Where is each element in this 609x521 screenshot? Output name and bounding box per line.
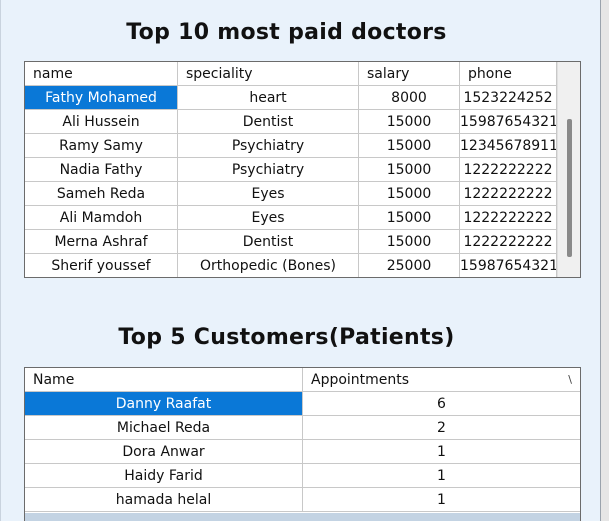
cell-salary[interactable]: 15000 — [359, 206, 460, 230]
cell-salary[interactable]: 15000 — [359, 230, 460, 254]
cell-salary[interactable]: 8000 — [359, 86, 460, 110]
cell-speciality[interactable]: Psychiatry — [178, 158, 359, 182]
cell-appointments[interactable]: 1 — [303, 488, 580, 512]
cell-phone[interactable]: 1222222222 — [460, 206, 557, 230]
cell-appointments[interactable]: 1 — [303, 464, 580, 488]
cell-speciality[interactable]: Eyes — [178, 206, 359, 230]
table-row[interactable]: Ramy Samy Psychiatry 15000 12345678911 — [25, 134, 557, 158]
cell-salary[interactable]: 15000 — [359, 182, 460, 206]
column-header-patient-name[interactable]: Name — [25, 368, 303, 392]
table-row[interactable]: Ali Mamdoh Eyes 15000 1222222222 — [25, 206, 557, 230]
patients-rows: Danny Raafat 6 Michael Reda 2 Dora Anwar 1 Hai… — [25, 392, 580, 512]
table-row[interactable]: Danny Raafat 6 — [25, 392, 580, 416]
table-row[interactable]: Sameh Reda Eyes 15000 1222222222 — [25, 182, 557, 206]
patients-table[interactable]: Name Appointments \ Danny Raafat 6 Michael… — [24, 367, 581, 521]
patients-title: Top 5 Customers(Patients) — [118, 325, 455, 350]
column-header-name[interactable]: name — [25, 62, 178, 86]
cell-salary[interactable]: 15000 — [359, 158, 460, 182]
column-header-speciality[interactable]: speciality — [178, 62, 359, 86]
column-header-appointments-label: Appointments — [311, 372, 410, 388]
cell-name[interactable]: Sameh Reda — [25, 182, 178, 206]
table-row[interactable]: Dora Anwar 1 — [25, 440, 580, 464]
cell-phone[interactable]: 15987654321 — [460, 110, 557, 134]
cell-name[interactable]: Fathy Mohamed — [25, 86, 178, 110]
cell-name[interactable]: Ali Mamdoh — [25, 206, 178, 230]
cell-speciality[interactable]: Orthopedic (Bones) — [178, 254, 359, 277]
window-left-edge — [0, 0, 1, 521]
doctors-vertical-scrollbar[interactable] — [557, 62, 580, 277]
cell-phone[interactable]: 1222222222 — [460, 182, 557, 206]
cell-name[interactable]: Ali Hussein — [25, 110, 178, 134]
cell-patient-name[interactable]: Haidy Farid — [25, 464, 303, 488]
cell-patient-name[interactable]: Michael Reda — [25, 416, 303, 440]
cell-speciality[interactable]: Dentist — [178, 110, 359, 134]
cell-phone[interactable]: 1222222222 — [460, 230, 557, 254]
column-header-phone[interactable]: phone — [460, 62, 557, 86]
cell-name[interactable]: Nadia Fathy — [25, 158, 178, 182]
cell-patient-name[interactable]: Danny Raafat — [25, 392, 303, 416]
patients-header-row: Name Appointments \ — [25, 368, 580, 392]
table-row[interactable]: Sherif youssef Orthopedic (Bones) 25000 159… — [25, 254, 557, 277]
sort-indicator-icon: \ — [568, 373, 572, 386]
doctors-table[interactable]: name speciality salary phone Fathy Moham… — [24, 61, 581, 278]
cell-name[interactable]: Merna Ashraf — [25, 230, 178, 254]
doctors-scrollbar-thumb[interactable] — [567, 119, 572, 257]
table-row[interactable]: Haidy Farid 1 — [25, 464, 580, 488]
cell-phone[interactable]: 12345678911 — [460, 134, 557, 158]
cell-salary[interactable]: 15000 — [359, 134, 460, 158]
cell-speciality[interactable]: Psychiatry — [178, 134, 359, 158]
window-right-border — [600, 0, 601, 521]
doctors-title: Top 10 most paid doctors — [126, 20, 447, 45]
patients-table-footer — [25, 513, 580, 521]
cell-name[interactable]: Sherif youssef — [25, 254, 178, 277]
cell-phone[interactable]: 1523224252 — [460, 86, 557, 110]
table-row[interactable]: Ali Hussein Dentist 15000 15987654321 — [25, 110, 557, 134]
cell-patient-name[interactable]: hamada helal — [25, 488, 303, 512]
doctors-header-row: name speciality salary phone — [25, 62, 557, 86]
table-row[interactable]: Nadia Fathy Psychiatry 15000 1222222222 — [25, 158, 557, 182]
cell-name[interactable]: Ramy Samy — [25, 134, 178, 158]
cell-appointments[interactable]: 1 — [303, 440, 580, 464]
cell-salary[interactable]: 15000 — [359, 110, 460, 134]
table-row[interactable]: Fathy Mohamed heart 8000 1523224252 — [25, 86, 557, 110]
cell-appointments[interactable]: 6 — [303, 392, 580, 416]
cell-phone[interactable]: 15987654321 — [460, 254, 557, 277]
column-header-appointments[interactable]: Appointments \ — [303, 368, 580, 392]
window-right-strip — [601, 0, 609, 521]
cell-speciality[interactable]: Dentist — [178, 230, 359, 254]
doctors-rows: Fathy Mohamed heart 8000 1523224252 Ali Huss… — [25, 86, 557, 277]
cell-salary[interactable]: 25000 — [359, 254, 460, 277]
table-row[interactable]: Merna Ashraf Dentist 15000 1222222222 — [25, 230, 557, 254]
cell-speciality[interactable]: Eyes — [178, 182, 359, 206]
table-row[interactable]: Michael Reda 2 — [25, 416, 580, 440]
cell-phone[interactable]: 1222222222 — [460, 158, 557, 182]
cell-patient-name[interactable]: Dora Anwar — [25, 440, 303, 464]
cell-appointments[interactable]: 2 — [303, 416, 580, 440]
column-header-salary[interactable]: salary — [359, 62, 460, 86]
cell-speciality[interactable]: heart — [178, 86, 359, 110]
table-row[interactable]: hamada helal 1 — [25, 488, 580, 512]
